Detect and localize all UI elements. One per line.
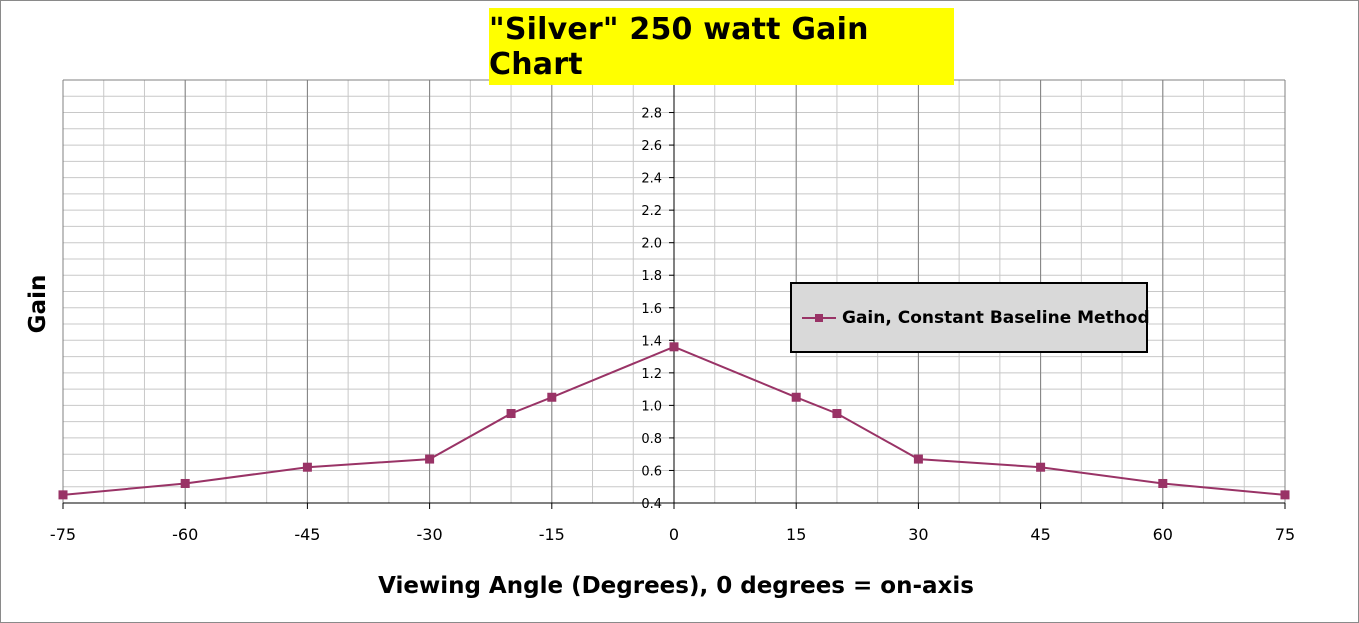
y-tick-label: 2.6 bbox=[641, 139, 662, 154]
y-tick-label: 1.8 bbox=[641, 269, 662, 284]
data-point-marker bbox=[506, 409, 516, 419]
data-point-marker bbox=[669, 342, 679, 352]
data-point-marker bbox=[1280, 490, 1290, 500]
data-point-marker bbox=[58, 490, 68, 500]
data-point-marker bbox=[1036, 462, 1046, 472]
y-tick-label: 2.2 bbox=[641, 204, 662, 219]
x-tick-label: 0 bbox=[669, 525, 679, 544]
y-tick-labels: 0.40.60.81.01.21.41.61.82.02.22.42.62.83… bbox=[641, 74, 662, 512]
x-tick-label: 60 bbox=[1153, 525, 1173, 544]
legend: Gain, Constant Baseline Method bbox=[790, 282, 1150, 353]
x-tick-label: 15 bbox=[786, 525, 806, 544]
chart-title-box: "Silver" 250 watt Gain Chart bbox=[489, 8, 954, 85]
y-tick-label: 2.4 bbox=[641, 172, 662, 187]
data-point-marker bbox=[180, 478, 190, 488]
axes bbox=[62, 79, 1286, 509]
data-point-marker bbox=[832, 409, 842, 419]
data-point-marker bbox=[425, 454, 435, 464]
data-point-marker bbox=[302, 462, 312, 472]
y-tick-label: 1.4 bbox=[641, 334, 662, 349]
x-tick-label: -45 bbox=[294, 525, 320, 544]
x-tick-label: -30 bbox=[417, 525, 443, 544]
data-point-marker bbox=[791, 392, 801, 402]
data-point-marker bbox=[913, 454, 923, 464]
x-tick-label: 75 bbox=[1275, 525, 1295, 544]
y-tick-label: 1.2 bbox=[641, 367, 662, 382]
x-tick-label: 45 bbox=[1030, 525, 1050, 544]
y-tick-label: 0.4 bbox=[641, 497, 662, 512]
y-tick-label: 0.8 bbox=[641, 432, 662, 447]
data-point-marker bbox=[1158, 478, 1168, 488]
y-tick-label: 1.6 bbox=[641, 302, 662, 317]
x-tick-label: -60 bbox=[172, 525, 198, 544]
chart-title: "Silver" 250 watt Gain Chart bbox=[489, 11, 869, 82]
x-tick-label: 30 bbox=[908, 525, 928, 544]
x-axis-label: Viewing Angle (Degrees), 0 degrees = on-… bbox=[378, 573, 974, 599]
y-tick-label: 2.8 bbox=[641, 107, 662, 122]
data-point-marker bbox=[547, 392, 557, 402]
x-tick-labels: -75 -60 -45 -30 -15 0 15 30 45 60 75 bbox=[50, 525, 1295, 544]
y-axis-label: Gain bbox=[25, 274, 51, 334]
legend-label: Gain, Constant Baseline Method bbox=[842, 307, 1150, 328]
legend-swatch-icon bbox=[802, 313, 836, 322]
y-tick-label: 0.6 bbox=[641, 464, 662, 479]
x-tick-label: -75 bbox=[50, 525, 76, 544]
y-tick-label: 2.0 bbox=[641, 237, 662, 252]
series-layer bbox=[58, 342, 1290, 500]
y-tick-label: 1.0 bbox=[641, 399, 662, 414]
x-tick-label: -15 bbox=[539, 525, 565, 544]
